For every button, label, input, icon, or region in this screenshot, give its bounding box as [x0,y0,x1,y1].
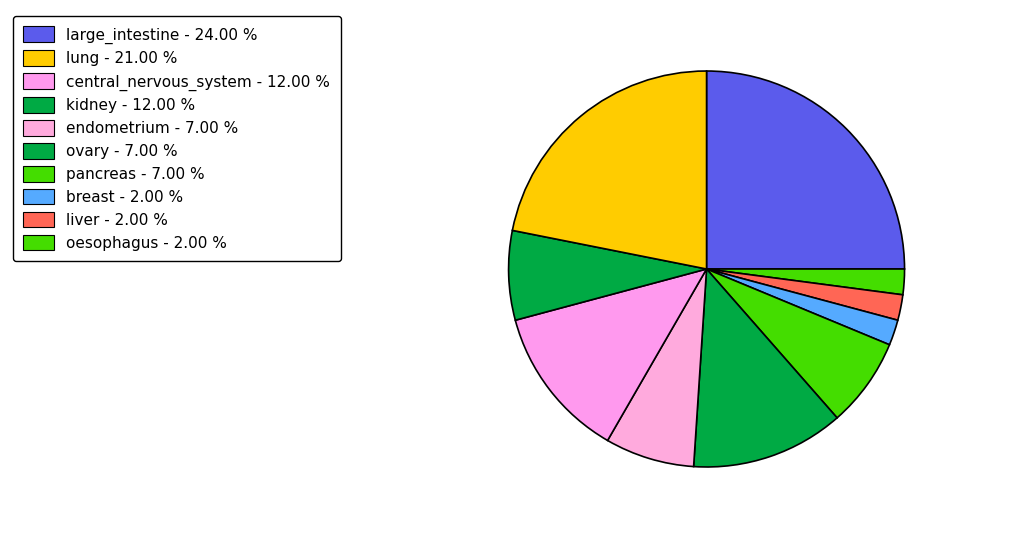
Wedge shape [707,269,898,345]
Wedge shape [607,269,707,466]
Wedge shape [512,71,707,269]
Wedge shape [707,269,890,418]
Wedge shape [707,269,903,320]
Legend: large_intestine - 24.00 %, lung - 21.00 %, central_nervous_system - 12.00 %, kid: large_intestine - 24.00 %, lung - 21.00 … [12,16,341,261]
Wedge shape [707,269,904,295]
Wedge shape [707,71,904,269]
Wedge shape [693,269,837,467]
Wedge shape [515,269,707,441]
Wedge shape [509,230,707,320]
